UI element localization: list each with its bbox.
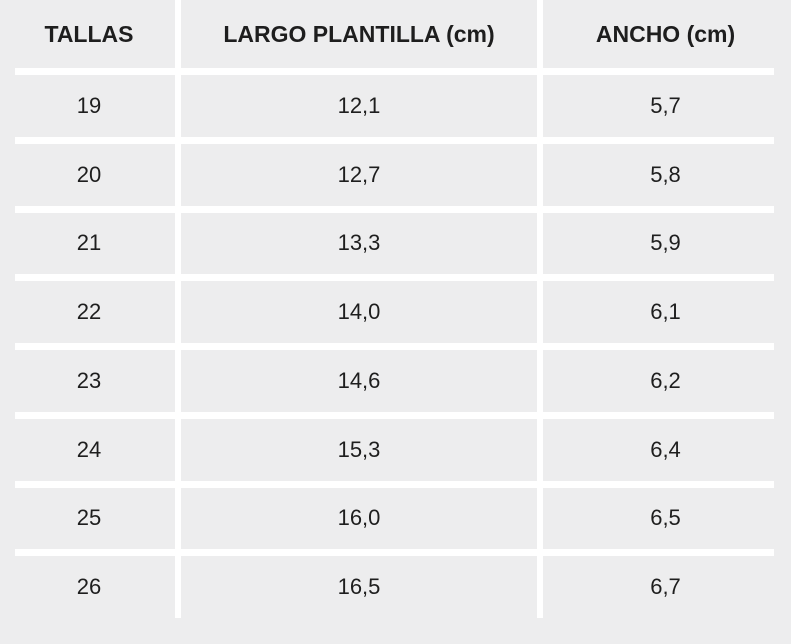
- row-divider: [15, 136, 774, 144]
- cell-largo: 16,0: [337, 505, 381, 531]
- cell-talla: 21: [76, 230, 102, 256]
- cell-largo: 12,7: [337, 161, 381, 187]
- table-row: 23 14,6 6,2: [0, 350, 791, 412]
- cell-talla: 25: [76, 505, 102, 531]
- row-divider: [15, 480, 774, 488]
- table-row: 19 12,1 5,7: [0, 75, 791, 137]
- header-row: TALLAS LARGO PLANTILLA (cm) ANCHO (cm): [0, 0, 791, 68]
- header-cell-tallas: TALLAS: [44, 20, 134, 47]
- cell-largo: 14,0: [337, 299, 381, 325]
- cell-ancho: 6,5: [650, 505, 681, 531]
- cell-largo: 12,1: [337, 92, 381, 118]
- cell-talla: 19: [76, 92, 102, 118]
- cell-ancho: 5,8: [650, 161, 681, 187]
- cell-largo: 16,5: [337, 574, 381, 600]
- cell-largo: 14,6: [337, 367, 381, 393]
- cell-ancho: 6,1: [650, 299, 681, 325]
- table-body: TALLAS LARGO PLANTILLA (cm) ANCHO (cm) 1…: [0, 0, 791, 618]
- header-cell-ancho: ANCHO (cm): [595, 20, 736, 47]
- table-row: 26 16,5 6,7: [0, 556, 791, 618]
- cell-ancho: 6,2: [650, 367, 681, 393]
- cell-largo: 13,3: [337, 230, 381, 256]
- row-divider: [15, 343, 774, 350]
- cell-ancho: 6,4: [650, 436, 681, 462]
- row-divider: [15, 549, 774, 557]
- row-divider: [15, 205, 774, 213]
- row-divider: [15, 274, 774, 282]
- row-divider: [15, 68, 774, 75]
- cell-talla: 26: [76, 574, 102, 600]
- header-cell-largo-plantilla: LARGO PLANTILLA (cm): [223, 20, 495, 47]
- cell-ancho: 5,9: [650, 230, 681, 256]
- column-divider: [537, 0, 543, 618]
- table-row: 24 15,3 6,4: [0, 419, 791, 481]
- cell-talla: 24: [76, 436, 102, 462]
- cell-talla: 22: [76, 299, 102, 325]
- cell-ancho: 6,7: [650, 574, 681, 600]
- cell-talla: 20: [76, 161, 102, 187]
- row-divider: [15, 411, 774, 419]
- cell-talla: 23: [76, 367, 102, 393]
- column-divider: [175, 0, 181, 618]
- table-row: 22 14,0 6,1: [0, 281, 791, 343]
- table-row: 25 16,0 6,5: [0, 488, 791, 550]
- table-row: 20 12,7 5,8: [0, 144, 791, 206]
- cell-largo: 15,3: [337, 436, 381, 462]
- table-row: 21 13,3 5,9: [0, 213, 791, 275]
- cell-ancho: 5,7: [650, 92, 681, 118]
